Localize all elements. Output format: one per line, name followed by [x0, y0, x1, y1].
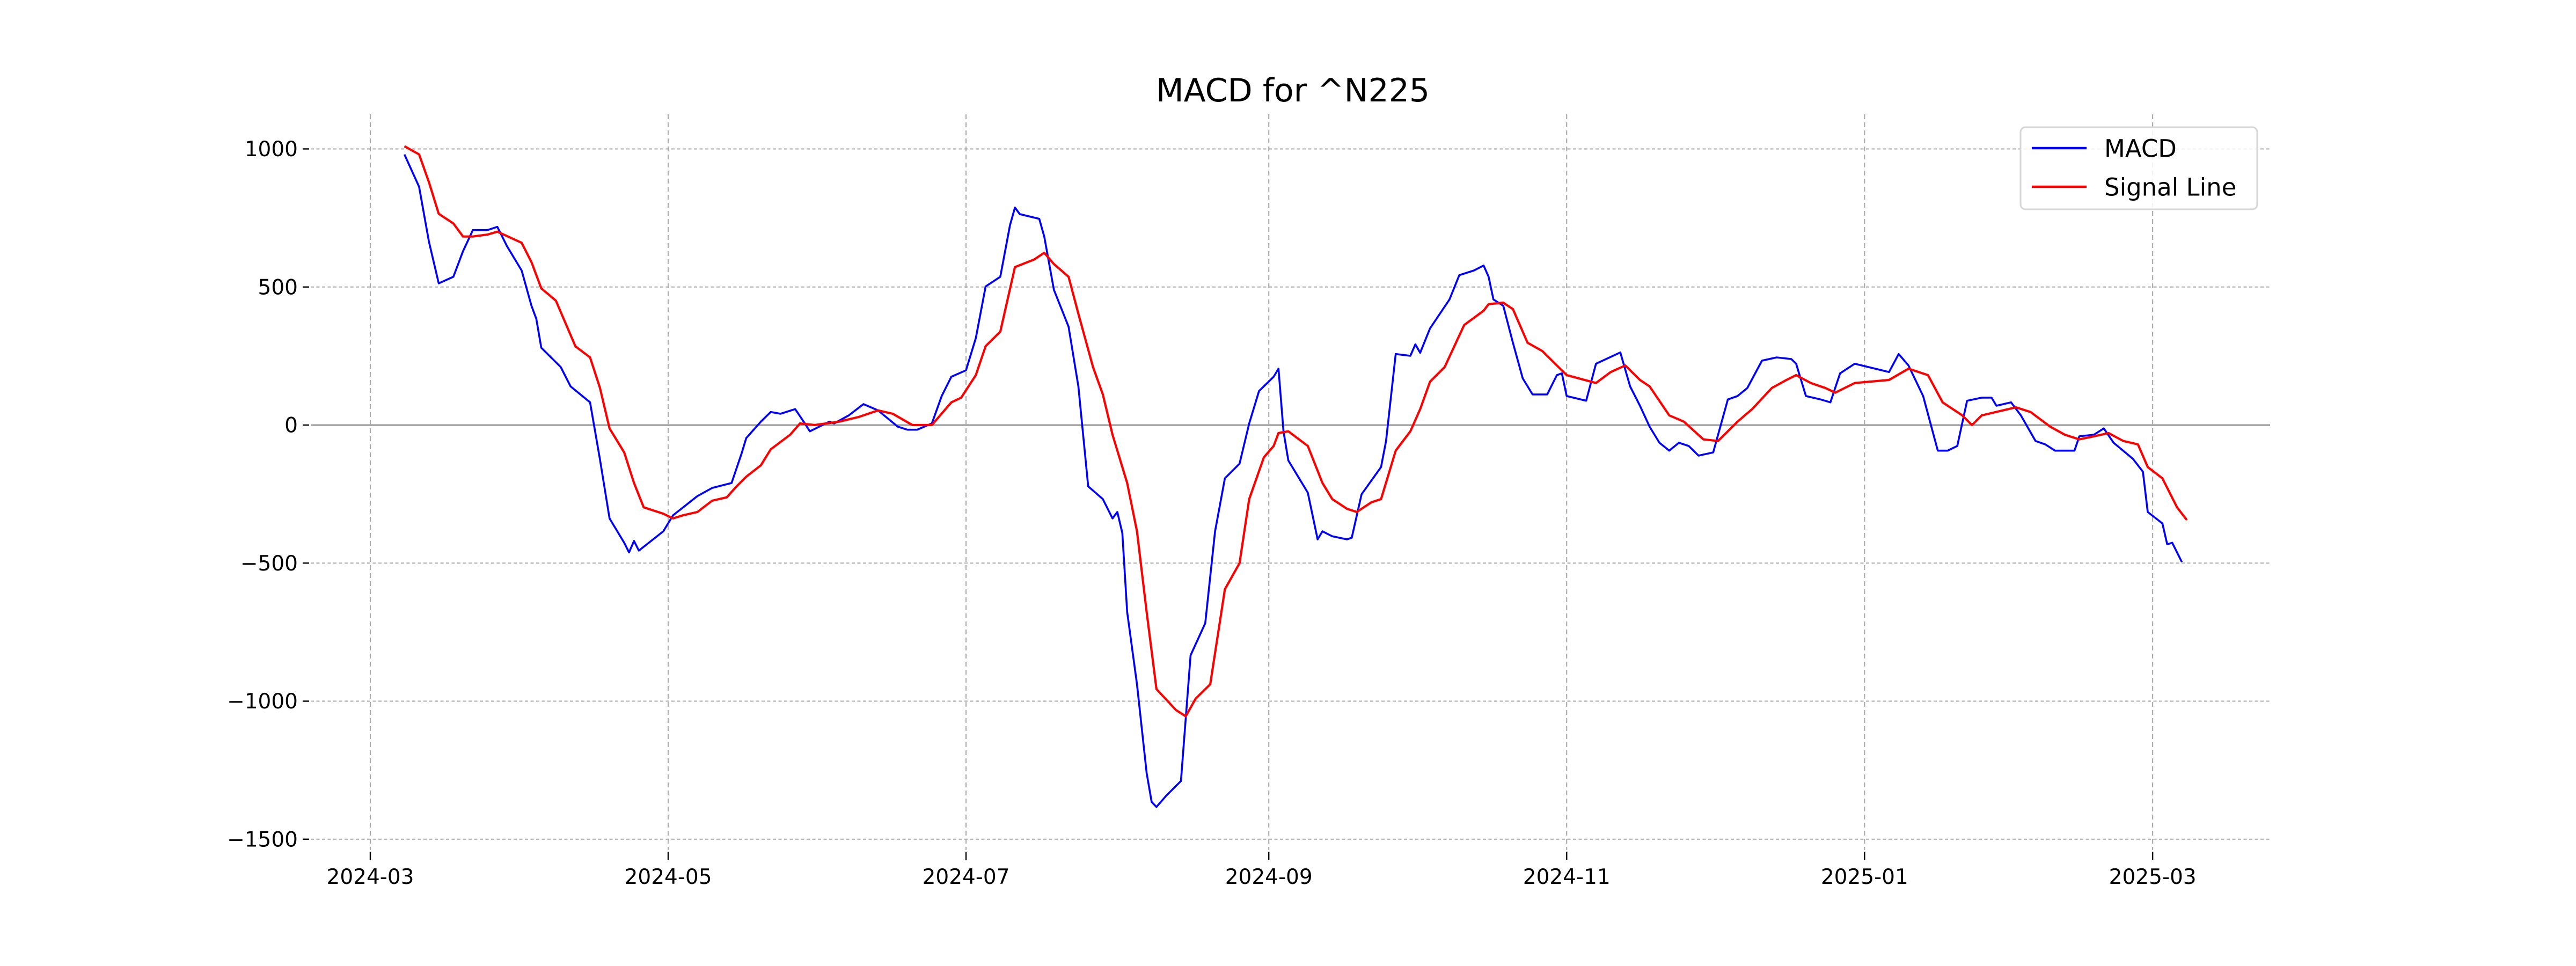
x-tick-label: 2024-07	[923, 865, 1010, 889]
x-tick-label: 2025-03	[2109, 865, 2197, 889]
x-axis: 2024-03 2024-05 2024-07 2024-09 2024-11 2025-…	[327, 852, 2197, 889]
y-tick-label: −1000	[227, 690, 298, 714]
x-tick-label: 2024-05	[625, 865, 712, 889]
y-axis: 1000 500 0 −500 −1000 −1500	[227, 137, 309, 852]
series-line-macd	[403, 153, 2183, 808]
x-tick-label: 2024-09	[1225, 865, 1313, 889]
x-tick-label: 2024-11	[1523, 865, 1611, 889]
y-tick-label: 0	[284, 414, 298, 438]
y-tick-label: −1500	[227, 828, 298, 852]
y-tick-label: 500	[258, 275, 298, 299]
series-line-signal-line	[404, 145, 2188, 718]
chart-title: MACD for ^N225	[1156, 72, 1430, 109]
y-tick-label: 1000	[245, 137, 298, 162]
series-lines	[403, 145, 2188, 808]
x-tick-label: 2024-03	[327, 865, 414, 889]
y-tick-label: −500	[240, 552, 298, 576]
legend-label-macd: MACD	[2104, 135, 2177, 163]
legend-label-signal-line: Signal Line	[2104, 173, 2236, 202]
x-tick-label: 2025-01	[1821, 865, 1908, 889]
legend: MACD Signal Line	[2019, 126, 2258, 210]
grid	[311, 114, 2270, 850]
